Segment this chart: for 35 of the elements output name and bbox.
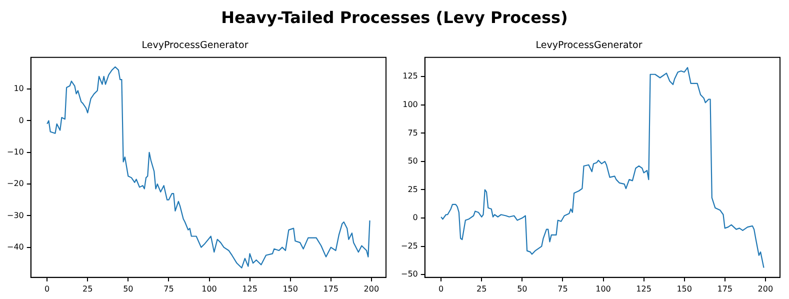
y-tick-label: 50 <box>408 156 418 166</box>
x-tick-label: 200 <box>758 284 774 294</box>
x-tick-label: 75 <box>164 284 174 294</box>
y-tick-label: −40 <box>6 242 24 252</box>
x-tick-label: 175 <box>323 284 339 294</box>
x-tick-label: 100 <box>596 284 611 294</box>
y-tick-label: −50 <box>400 270 418 279</box>
x-tick-label: 50 <box>517 284 528 294</box>
y-tick-label: −25 <box>400 241 418 250</box>
chart-title: LevyProcessGenerator <box>536 40 642 52</box>
y-tick-label: 125 <box>402 72 418 81</box>
y-tick-label: 10 <box>14 84 24 94</box>
x-tick-label: 150 <box>676 284 692 294</box>
x-tick-label: 200 <box>364 284 380 294</box>
y-tick-label: −30 <box>6 210 24 220</box>
y-tick-label: 100 <box>402 100 418 109</box>
x-tick-label: 0 <box>438 284 444 294</box>
y-tick-label: 75 <box>408 128 418 138</box>
x-tick-label: 150 <box>282 284 298 294</box>
y-tick-label: 25 <box>408 184 418 194</box>
chart-title: LevyProcessGenerator <box>142 40 248 52</box>
y-tick-label: −10 <box>6 147 24 156</box>
y-tick-label: 0 <box>18 116 24 125</box>
x-tick-label: 25 <box>476 284 487 294</box>
x-tick-label: 0 <box>44 284 50 294</box>
text: Heavy-Tailed Processes (Levy Process) <box>220 7 569 29</box>
x-tick-label: 25 <box>82 284 93 294</box>
y-tick-label: −20 <box>6 179 24 188</box>
x-tick-label: 75 <box>558 284 568 294</box>
x-tick-label: 175 <box>717 284 733 294</box>
x-tick-label: 125 <box>242 284 258 294</box>
x-tick-label: 125 <box>636 284 652 294</box>
x-tick-label: 50 <box>123 284 134 294</box>
y-tick-label: 0 <box>412 213 418 222</box>
x-tick-label: 100 <box>202 284 217 294</box>
